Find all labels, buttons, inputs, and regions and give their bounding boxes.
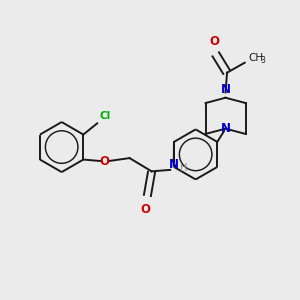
Text: N: N: [169, 158, 179, 171]
Text: O: O: [141, 203, 151, 216]
Text: N: N: [220, 122, 231, 135]
Text: CH: CH: [248, 53, 263, 63]
Text: H: H: [180, 164, 188, 173]
Text: O: O: [100, 154, 110, 167]
Text: O: O: [210, 35, 220, 48]
Text: Cl: Cl: [100, 111, 111, 121]
Text: 3: 3: [261, 56, 266, 65]
Text: N: N: [220, 83, 231, 96]
